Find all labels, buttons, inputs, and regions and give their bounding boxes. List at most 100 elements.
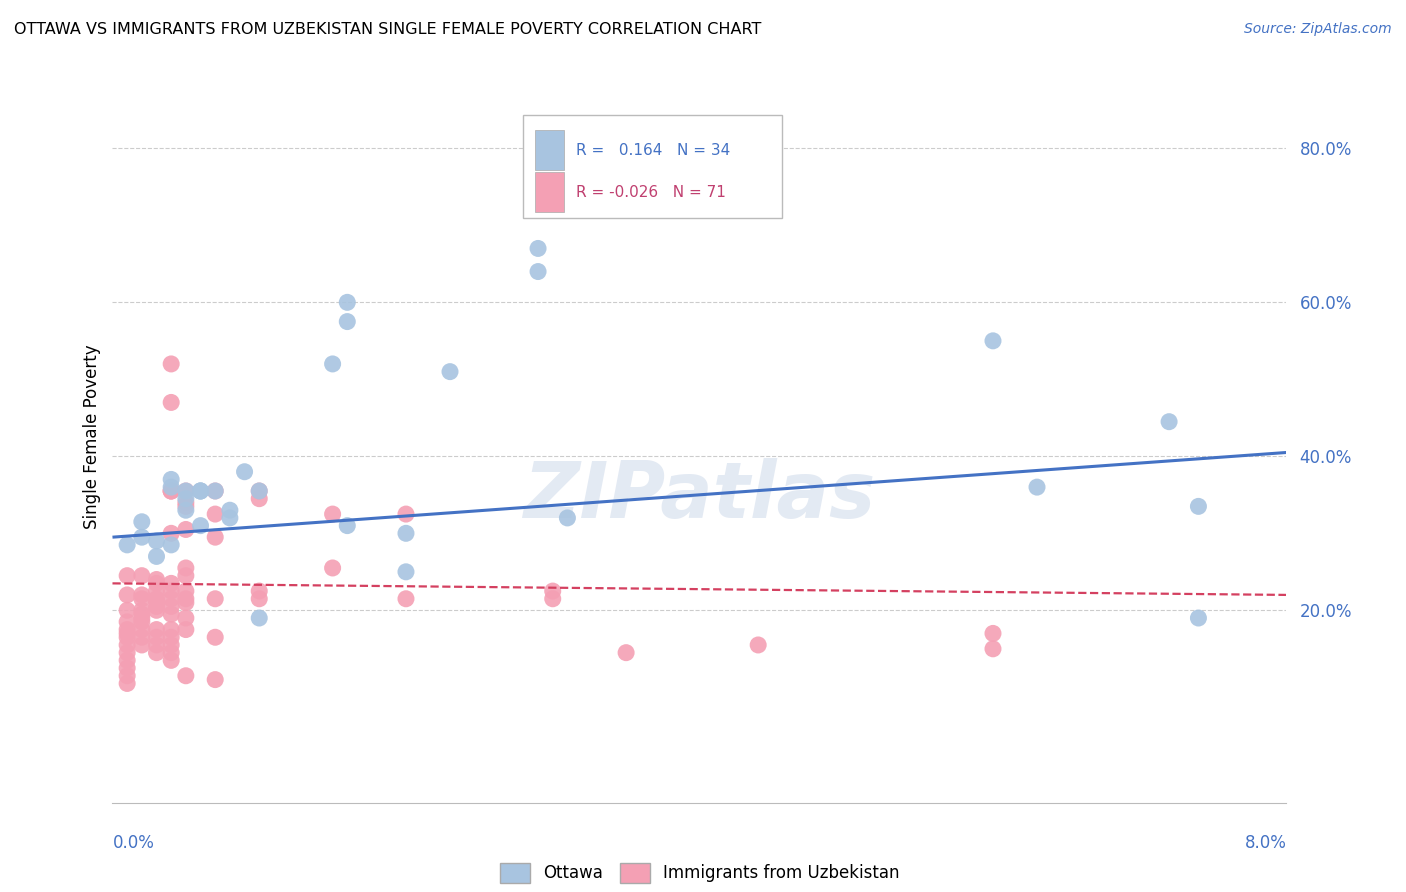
Point	[115, 646, 138, 660]
Point	[115, 615, 138, 629]
Point	[174, 503, 197, 517]
Point	[115, 653, 138, 667]
Point	[131, 607, 153, 622]
Point	[131, 615, 153, 629]
Point	[145, 599, 167, 614]
Point	[160, 607, 183, 622]
Point	[174, 623, 197, 637]
Point	[395, 565, 418, 579]
Point	[115, 676, 138, 690]
Point	[174, 495, 197, 509]
Point	[174, 483, 197, 498]
Point	[115, 588, 138, 602]
Point	[160, 576, 183, 591]
Point	[115, 669, 138, 683]
Point	[145, 573, 167, 587]
Point	[1187, 500, 1209, 514]
Point	[115, 538, 138, 552]
Point	[233, 465, 256, 479]
Point	[115, 630, 138, 644]
Point	[131, 611, 153, 625]
Point	[160, 584, 183, 599]
Point	[160, 538, 183, 552]
Point	[160, 591, 183, 606]
Point	[160, 623, 183, 637]
Point	[247, 584, 270, 599]
Point	[145, 584, 167, 599]
Point	[527, 264, 550, 278]
FancyBboxPatch shape	[536, 130, 564, 170]
Point	[190, 483, 212, 498]
Point	[541, 584, 564, 599]
Point	[395, 526, 418, 541]
Point	[145, 549, 167, 564]
Point	[204, 483, 226, 498]
Point	[336, 295, 359, 310]
Point	[322, 561, 344, 575]
Point	[747, 638, 769, 652]
Y-axis label: Single Female Poverty: Single Female Poverty	[83, 345, 101, 529]
Point	[322, 357, 344, 371]
Point	[204, 483, 226, 498]
Point	[204, 591, 226, 606]
Point	[174, 611, 197, 625]
Point	[174, 568, 197, 582]
Point	[160, 472, 183, 486]
Point	[174, 669, 197, 683]
Point	[322, 507, 344, 521]
Point	[247, 591, 270, 606]
Point	[1026, 480, 1049, 494]
Point	[145, 623, 167, 637]
Point	[115, 568, 138, 582]
Point	[336, 518, 359, 533]
Point	[145, 638, 167, 652]
Point	[160, 483, 183, 498]
Point	[115, 603, 138, 617]
Point	[247, 483, 270, 498]
Point	[160, 483, 183, 498]
Text: 8.0%: 8.0%	[1244, 834, 1286, 852]
Point	[160, 638, 183, 652]
Text: Source: ZipAtlas.com: Source: ZipAtlas.com	[1244, 22, 1392, 37]
Point	[395, 507, 418, 521]
Point	[981, 334, 1004, 348]
Point	[190, 483, 212, 498]
Point	[160, 653, 183, 667]
Point	[131, 630, 153, 644]
Point	[174, 596, 197, 610]
Point	[145, 596, 167, 610]
Point	[174, 500, 197, 514]
Point	[204, 630, 226, 644]
Point	[247, 611, 270, 625]
Point	[160, 599, 183, 614]
Point	[1159, 415, 1181, 429]
Point	[247, 483, 270, 498]
Point	[219, 503, 242, 517]
Point	[614, 646, 637, 660]
Point	[145, 646, 167, 660]
Point	[219, 511, 242, 525]
Point	[115, 626, 138, 640]
Point	[115, 661, 138, 675]
FancyBboxPatch shape	[536, 171, 564, 211]
Point	[395, 591, 418, 606]
Point	[204, 530, 226, 544]
Point	[131, 603, 153, 617]
Point	[145, 603, 167, 617]
Text: R =   0.164   N = 34: R = 0.164 N = 34	[576, 143, 731, 158]
Point	[204, 673, 226, 687]
Point	[131, 588, 153, 602]
Point	[160, 526, 183, 541]
Point	[145, 591, 167, 606]
Point	[174, 584, 197, 599]
Point	[981, 641, 1004, 656]
Point	[115, 638, 138, 652]
Point	[160, 646, 183, 660]
Point	[145, 630, 167, 644]
Point	[541, 591, 564, 606]
Text: ZIPatlas: ZIPatlas	[523, 458, 876, 533]
Point	[439, 365, 461, 379]
Point	[190, 483, 212, 498]
Point	[131, 591, 153, 606]
Point	[204, 507, 226, 521]
